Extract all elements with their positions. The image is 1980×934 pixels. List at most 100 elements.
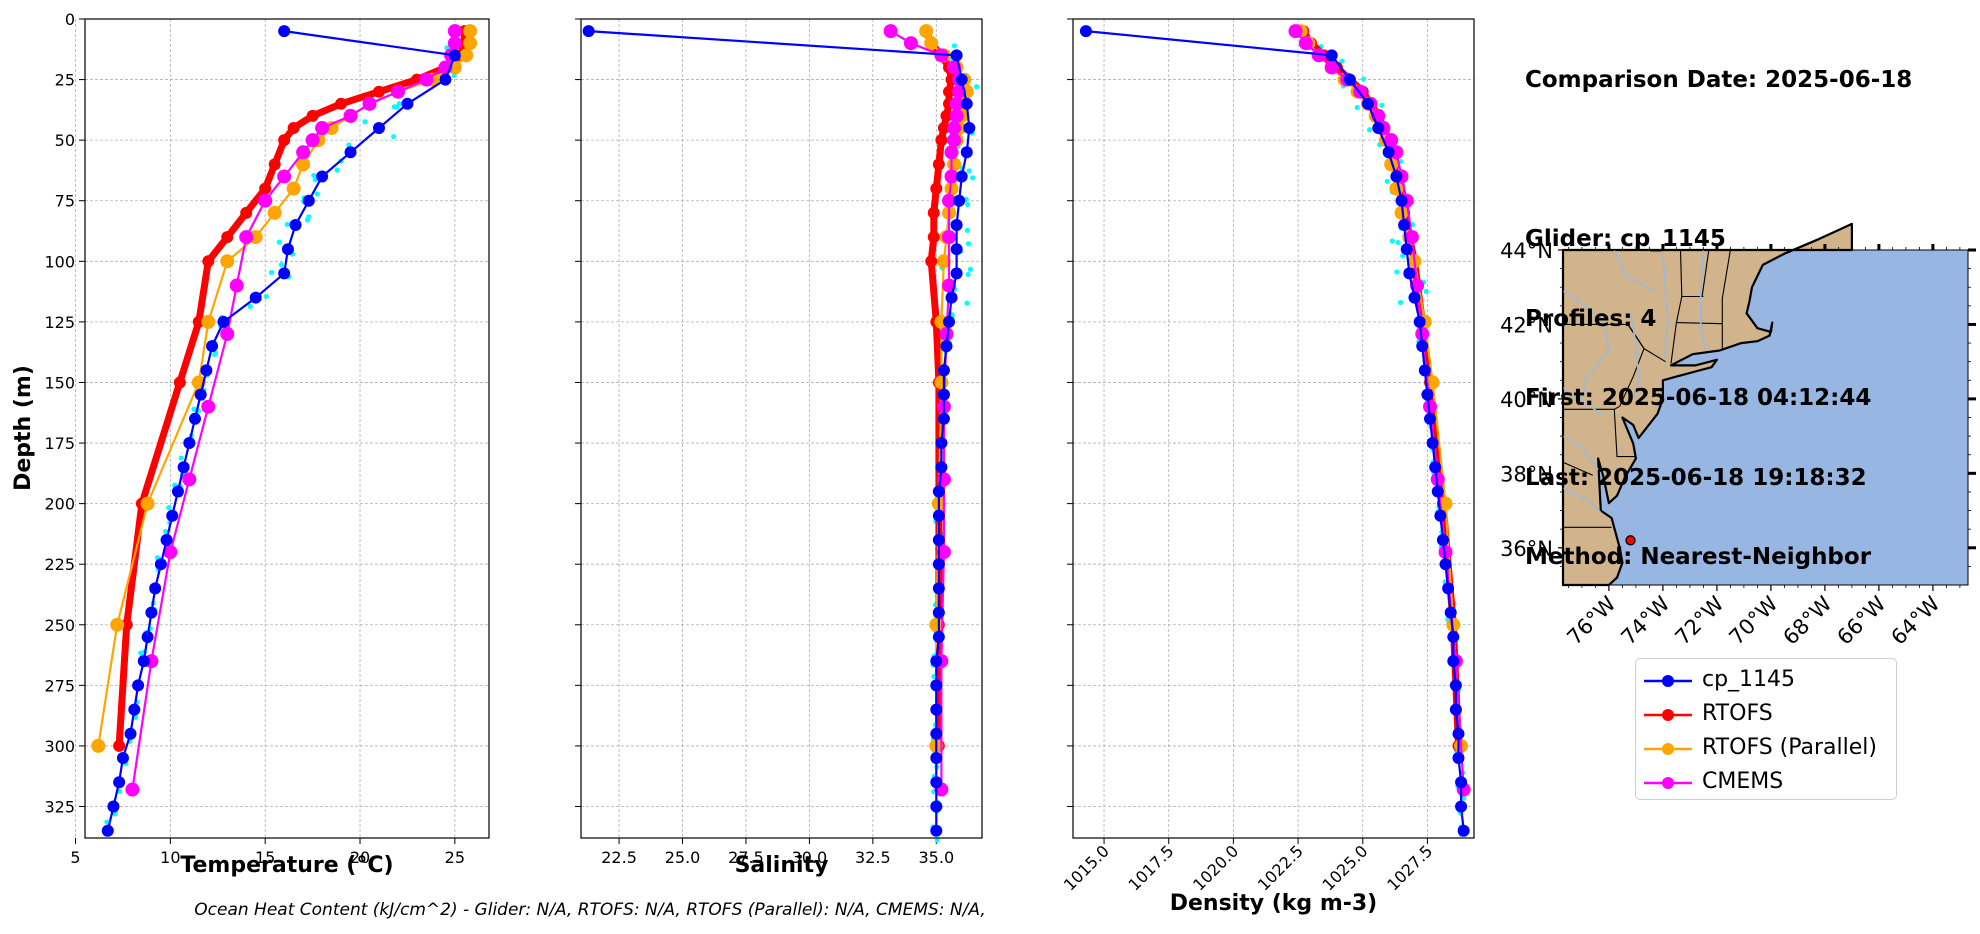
lon-tick-label: 74°W (1616, 591, 1674, 649)
data-point (120, 618, 133, 631)
data-point (947, 133, 962, 148)
legend-entry-cmems: CMEMS (1636, 767, 1896, 797)
data-point (1408, 291, 1421, 304)
data-point (249, 291, 262, 304)
data-point (91, 738, 106, 753)
data-point (1431, 485, 1444, 498)
data-point (943, 315, 956, 328)
data-point (305, 133, 320, 148)
data-point (1311, 48, 1326, 63)
data-point (459, 48, 474, 63)
data-point (182, 472, 197, 487)
data-point (1415, 327, 1430, 341)
data-point (1398, 218, 1411, 231)
data-point (1455, 800, 1468, 813)
data-point (1416, 340, 1429, 353)
data-point (955, 73, 968, 86)
first-profile-time: First: 2025-06-18 04:12:44 (1525, 385, 1872, 411)
data-point (177, 461, 190, 474)
data-point (113, 739, 126, 752)
data-point (447, 24, 462, 39)
data-point (934, 375, 949, 390)
data-point (949, 96, 964, 111)
data-point (217, 315, 230, 328)
data-point (1438, 496, 1453, 511)
data-point (1298, 36, 1313, 51)
raw-point (964, 227, 970, 234)
data-point (932, 485, 945, 498)
raw-point (965, 241, 972, 247)
data-point (163, 545, 178, 560)
y-tick-label: 300 (44, 737, 75, 756)
data-point (1434, 509, 1447, 522)
series-cp-1145 (101, 25, 461, 837)
data-point (229, 278, 244, 293)
data-point (194, 388, 207, 401)
data-point (154, 558, 167, 571)
raw-point (1366, 127, 1373, 133)
raw-point (1397, 299, 1404, 306)
state-border (1721, 249, 1731, 351)
data-point (942, 230, 957, 245)
data-point (940, 109, 953, 122)
raw-point (112, 811, 118, 817)
data-point (439, 73, 452, 86)
data-point (1343, 73, 1356, 86)
data-point (343, 108, 358, 123)
data-point (128, 703, 141, 716)
lat-tick-label: 40°N (1500, 388, 1553, 412)
raw-point (1395, 239, 1401, 246)
raw-point (951, 43, 957, 49)
data-point (221, 231, 234, 244)
data-point (1403, 267, 1416, 280)
data-point (390, 84, 405, 99)
data-point (930, 727, 943, 740)
x-tick-label: 10 (160, 848, 180, 867)
river (1613, 249, 1656, 292)
data-point (316, 170, 329, 183)
data-point (932, 558, 945, 571)
data-point (1439, 558, 1452, 571)
data-point (883, 24, 898, 39)
data-point (189, 412, 202, 425)
data-point (278, 134, 291, 147)
glider-raw-scatter (102, 45, 460, 837)
data-point (932, 509, 945, 522)
data-point (401, 97, 414, 110)
y-tick-label: 75 (55, 192, 75, 211)
data-point (949, 108, 964, 123)
data-point (930, 824, 943, 837)
data-point (1447, 630, 1460, 643)
raw-point (394, 104, 400, 110)
y-tick-label: 50 (55, 131, 75, 150)
data-point (110, 617, 125, 632)
data-point (419, 72, 434, 87)
data-point (927, 231, 940, 244)
river (1562, 435, 1599, 471)
data-point (1324, 60, 1339, 75)
footer-text: Ocean Heat Content (kJ/cm^2) - Glider: N… (194, 900, 986, 920)
series-line (131, 31, 456, 790)
y-tick-label: 225 (44, 555, 75, 574)
x-tick-label: 15 (255, 848, 275, 867)
raw-point (314, 191, 320, 197)
data-point (932, 606, 945, 619)
x-tick-label: 20 (350, 848, 370, 867)
lat-tick-label: 38°N (1500, 462, 1553, 486)
data-point (930, 800, 943, 813)
data-point (1455, 776, 1468, 789)
data-point (1449, 703, 1462, 716)
series-line (106, 30, 456, 831)
state-border (1676, 322, 1723, 325)
data-point (125, 782, 140, 797)
lon-tick-label: 64°W (1886, 591, 1944, 649)
raw-point (391, 133, 397, 140)
x-tick-label: 35.0 (919, 848, 955, 867)
data-point (372, 122, 385, 135)
data-point (919, 24, 934, 39)
y-tick-label: 325 (44, 798, 75, 817)
data-point (930, 776, 943, 789)
data-point (1426, 437, 1439, 450)
legend-label: cp_1145 (1702, 667, 1796, 692)
data-point (1438, 545, 1453, 560)
